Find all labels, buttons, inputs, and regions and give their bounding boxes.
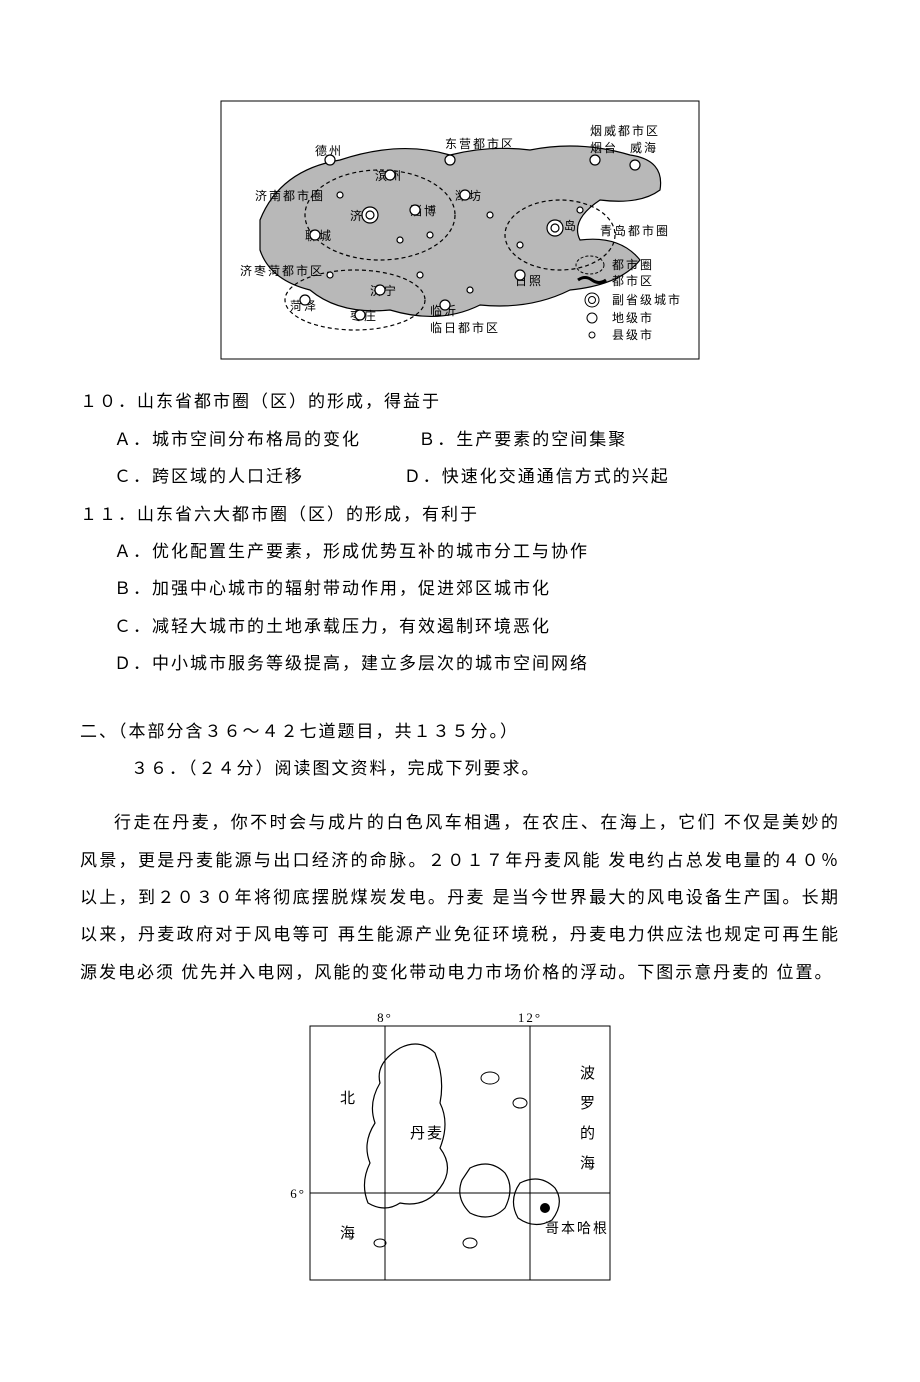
denmark-svg: 8° 12° 56° 北 海 丹麦 波 罗 的 海 — [290, 1008, 630, 1298]
q11-optB-row: Ｂ．加强中心城市的辐射带动作用，促进郊区城市化 — [80, 570, 840, 607]
figure-shandong-map: 德州 滨州 东营都市区 烟威都市区 烟台 威海 济南都市圈 济南 淄博 潍坊 聊… — [80, 100, 840, 373]
label-weihai: 威海 — [630, 140, 658, 155]
q11-optC: Ｃ．减轻大城市的土地承载压力，有效遏制环境恶化 — [114, 608, 551, 645]
label-yanwei-area: 烟威都市区 — [590, 123, 660, 138]
page-content: 德州 滨州 东营都市区 烟威都市区 烟台 威海 济南都市圈 济南 淄博 潍坊 聊… — [0, 0, 920, 1382]
q10-optB: Ｂ．生产要素的空间集聚 — [418, 421, 627, 458]
baltic-2: 罗 — [580, 1096, 597, 1112]
q10-optC: Ｃ．跨区域的人口迁移 — [114, 458, 304, 495]
legend-prefecture: 地级市 — [612, 310, 654, 325]
q11-optB: Ｂ．加强中心城市的辐射带动作用，促进郊区城市化 — [114, 570, 551, 607]
legend-area: 都市区 — [612, 273, 654, 288]
baltic-3: 的 — [580, 1125, 597, 1142]
q10-optA: Ａ．城市空间分布格局的变化 — [114, 421, 361, 458]
label-dongying-area: 东营都市区 — [445, 136, 515, 151]
north-sea-1: 北 — [340, 1090, 357, 1107]
label-yantai: 烟台 — [590, 140, 618, 155]
copenhagen-marker — [540, 1203, 550, 1213]
q36-paragraph: 行走在丹麦，你不时会与成片的白色风车相遇，在农庄、在海上，它们 不仅是美妙的风景… — [80, 804, 840, 991]
q10-optD: Ｄ．快速化交通通信方式的兴起 — [404, 458, 670, 495]
lat56-label: 56° — [290, 1186, 306, 1201]
north-sea-2: 海 — [340, 1225, 357, 1242]
q36-heading: ３６．（２４分）阅读图文资料，完成下列要求。 — [80, 750, 840, 787]
denmark-label: 丹麦 — [410, 1125, 444, 1142]
legend-circle: 都市圈 — [612, 257, 654, 272]
lon12-label: 12° — [518, 1010, 542, 1025]
q10-options-row1: Ａ．城市空间分布格局的变化 Ｂ．生产要素的空间集聚 — [80, 421, 840, 458]
lon8-label: 8° — [377, 1010, 393, 1025]
label-jinan-circle: 济南都市圈 — [255, 188, 325, 203]
baltic-4: 海 — [580, 1155, 597, 1172]
legend-county: 县级市 — [612, 327, 654, 342]
section2-heading: 二、（本部分含３６～４２七道题目，共１３５分。） — [80, 713, 840, 750]
q11-optD-row: Ｄ．中小城市服务等级提高，建立多层次的城市空间网络 — [80, 645, 840, 682]
copenhagen-label: 哥本哈根 — [545, 1221, 609, 1237]
label-qingdao-circle: 青岛都市圈 — [600, 223, 670, 238]
q11-optA-row: Ａ．优化配置生产要素，形成优势互补的城市分工与协作 — [80, 533, 840, 570]
label-linri-area: 临日都市区 — [430, 320, 500, 335]
figure-denmark-map: 8° 12° 56° 北 海 丹麦 波 罗 的 海 — [80, 1008, 840, 1311]
q11-stem: １１．山东省六大都市圈（区）的形成，有利于 — [80, 496, 840, 533]
shandong-svg: 德州 滨州 东营都市区 烟威都市区 烟台 威海 济南都市圈 济南 淄博 潍坊 聊… — [220, 100, 700, 360]
baltic-1: 波 — [580, 1065, 597, 1082]
q10-stem: １０．山东省都市圈（区）的形成，得益于 — [80, 383, 840, 420]
q11-optC-row: Ｃ．减轻大城市的土地承载压力，有效遏制环境恶化 — [80, 608, 840, 645]
q10-options-row2: Ｃ．跨区域的人口迁移 Ｄ．快速化交通通信方式的兴起 — [80, 458, 840, 495]
label-jilu-circle: 济枣菏都市区 — [240, 263, 324, 278]
legend-subprov: 副省级城市 — [612, 292, 682, 307]
q11-optD: Ｄ．中小城市服务等级提高，建立多层次的城市空间网络 — [114, 645, 589, 682]
q11-optA: Ａ．优化配置生产要素，形成优势互补的城市分工与协作 — [114, 533, 589, 570]
